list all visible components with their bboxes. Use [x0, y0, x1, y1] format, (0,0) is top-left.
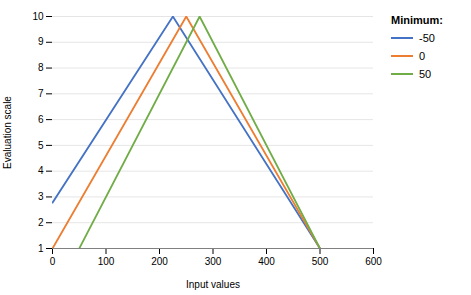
svg-text:500: 500	[312, 256, 329, 267]
svg-text:200: 200	[151, 256, 168, 267]
svg-text:Evaluation scale: Evaluation scale	[2, 96, 13, 169]
svg-text:600: 600	[365, 256, 382, 267]
svg-text:Input values: Input values	[186, 279, 240, 290]
svg-text:100: 100	[98, 256, 115, 267]
svg-text:9: 9	[38, 36, 44, 47]
svg-text:300: 300	[205, 256, 222, 267]
html-text:-50: -50	[419, 32, 435, 44]
svg-text:1: 1	[38, 243, 44, 254]
svg-text:7: 7	[38, 88, 44, 99]
svg-text:8: 8	[38, 62, 44, 73]
svg-text:0: 0	[50, 256, 56, 267]
svg-text:10: 10	[32, 11, 44, 22]
svg-text:5: 5	[38, 140, 44, 151]
svg-text:2: 2	[38, 217, 44, 228]
html-text:0: 0	[419, 50, 426, 62]
svg-text:3: 3	[38, 191, 44, 202]
html-text:Minimum:: Minimum:	[391, 14, 443, 26]
html-text:50: 50	[419, 68, 432, 80]
svg-text:400: 400	[258, 256, 275, 267]
svg-text:4: 4	[38, 165, 44, 176]
svg-text:6: 6	[38, 114, 44, 125]
